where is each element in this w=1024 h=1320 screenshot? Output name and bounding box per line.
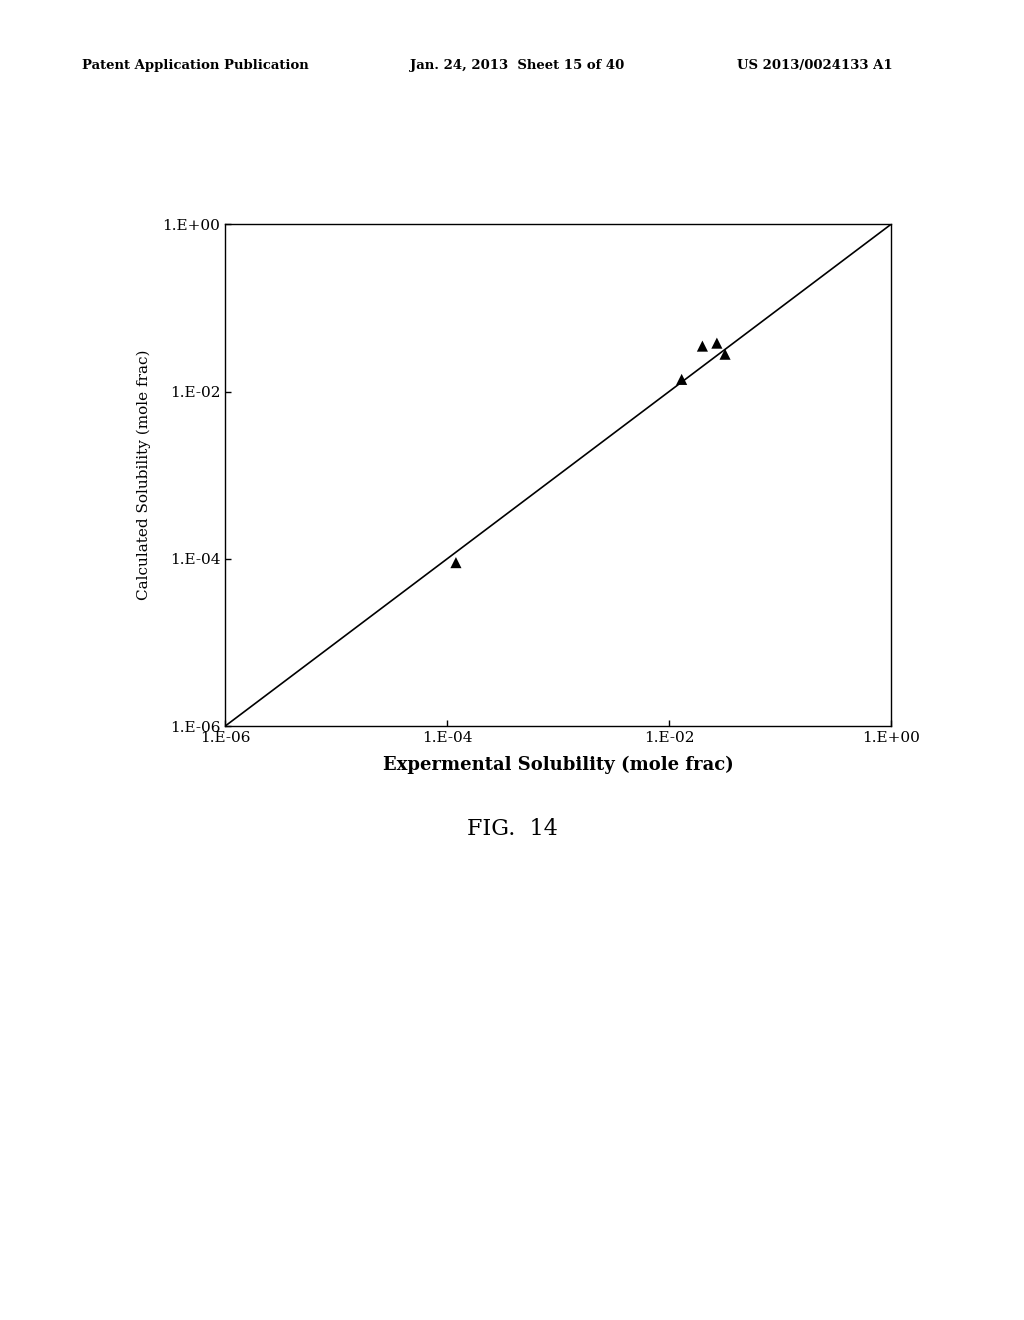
Text: Patent Application Publication: Patent Application Publication [82, 59, 308, 73]
Text: Jan. 24, 2013  Sheet 15 of 40: Jan. 24, 2013 Sheet 15 of 40 [410, 59, 624, 73]
Text: US 2013/0024133 A1: US 2013/0024133 A1 [737, 59, 893, 73]
Y-axis label: Calculated Solubility (mole frac): Calculated Solubility (mole frac) [137, 350, 152, 601]
Point [717, 343, 733, 364]
Point [674, 368, 690, 389]
Point [447, 552, 464, 573]
Point [694, 335, 711, 356]
Point [709, 333, 725, 354]
X-axis label: Expermental Solubility (mole frac): Expermental Solubility (mole frac) [383, 756, 733, 775]
Text: FIG.  14: FIG. 14 [467, 818, 557, 841]
